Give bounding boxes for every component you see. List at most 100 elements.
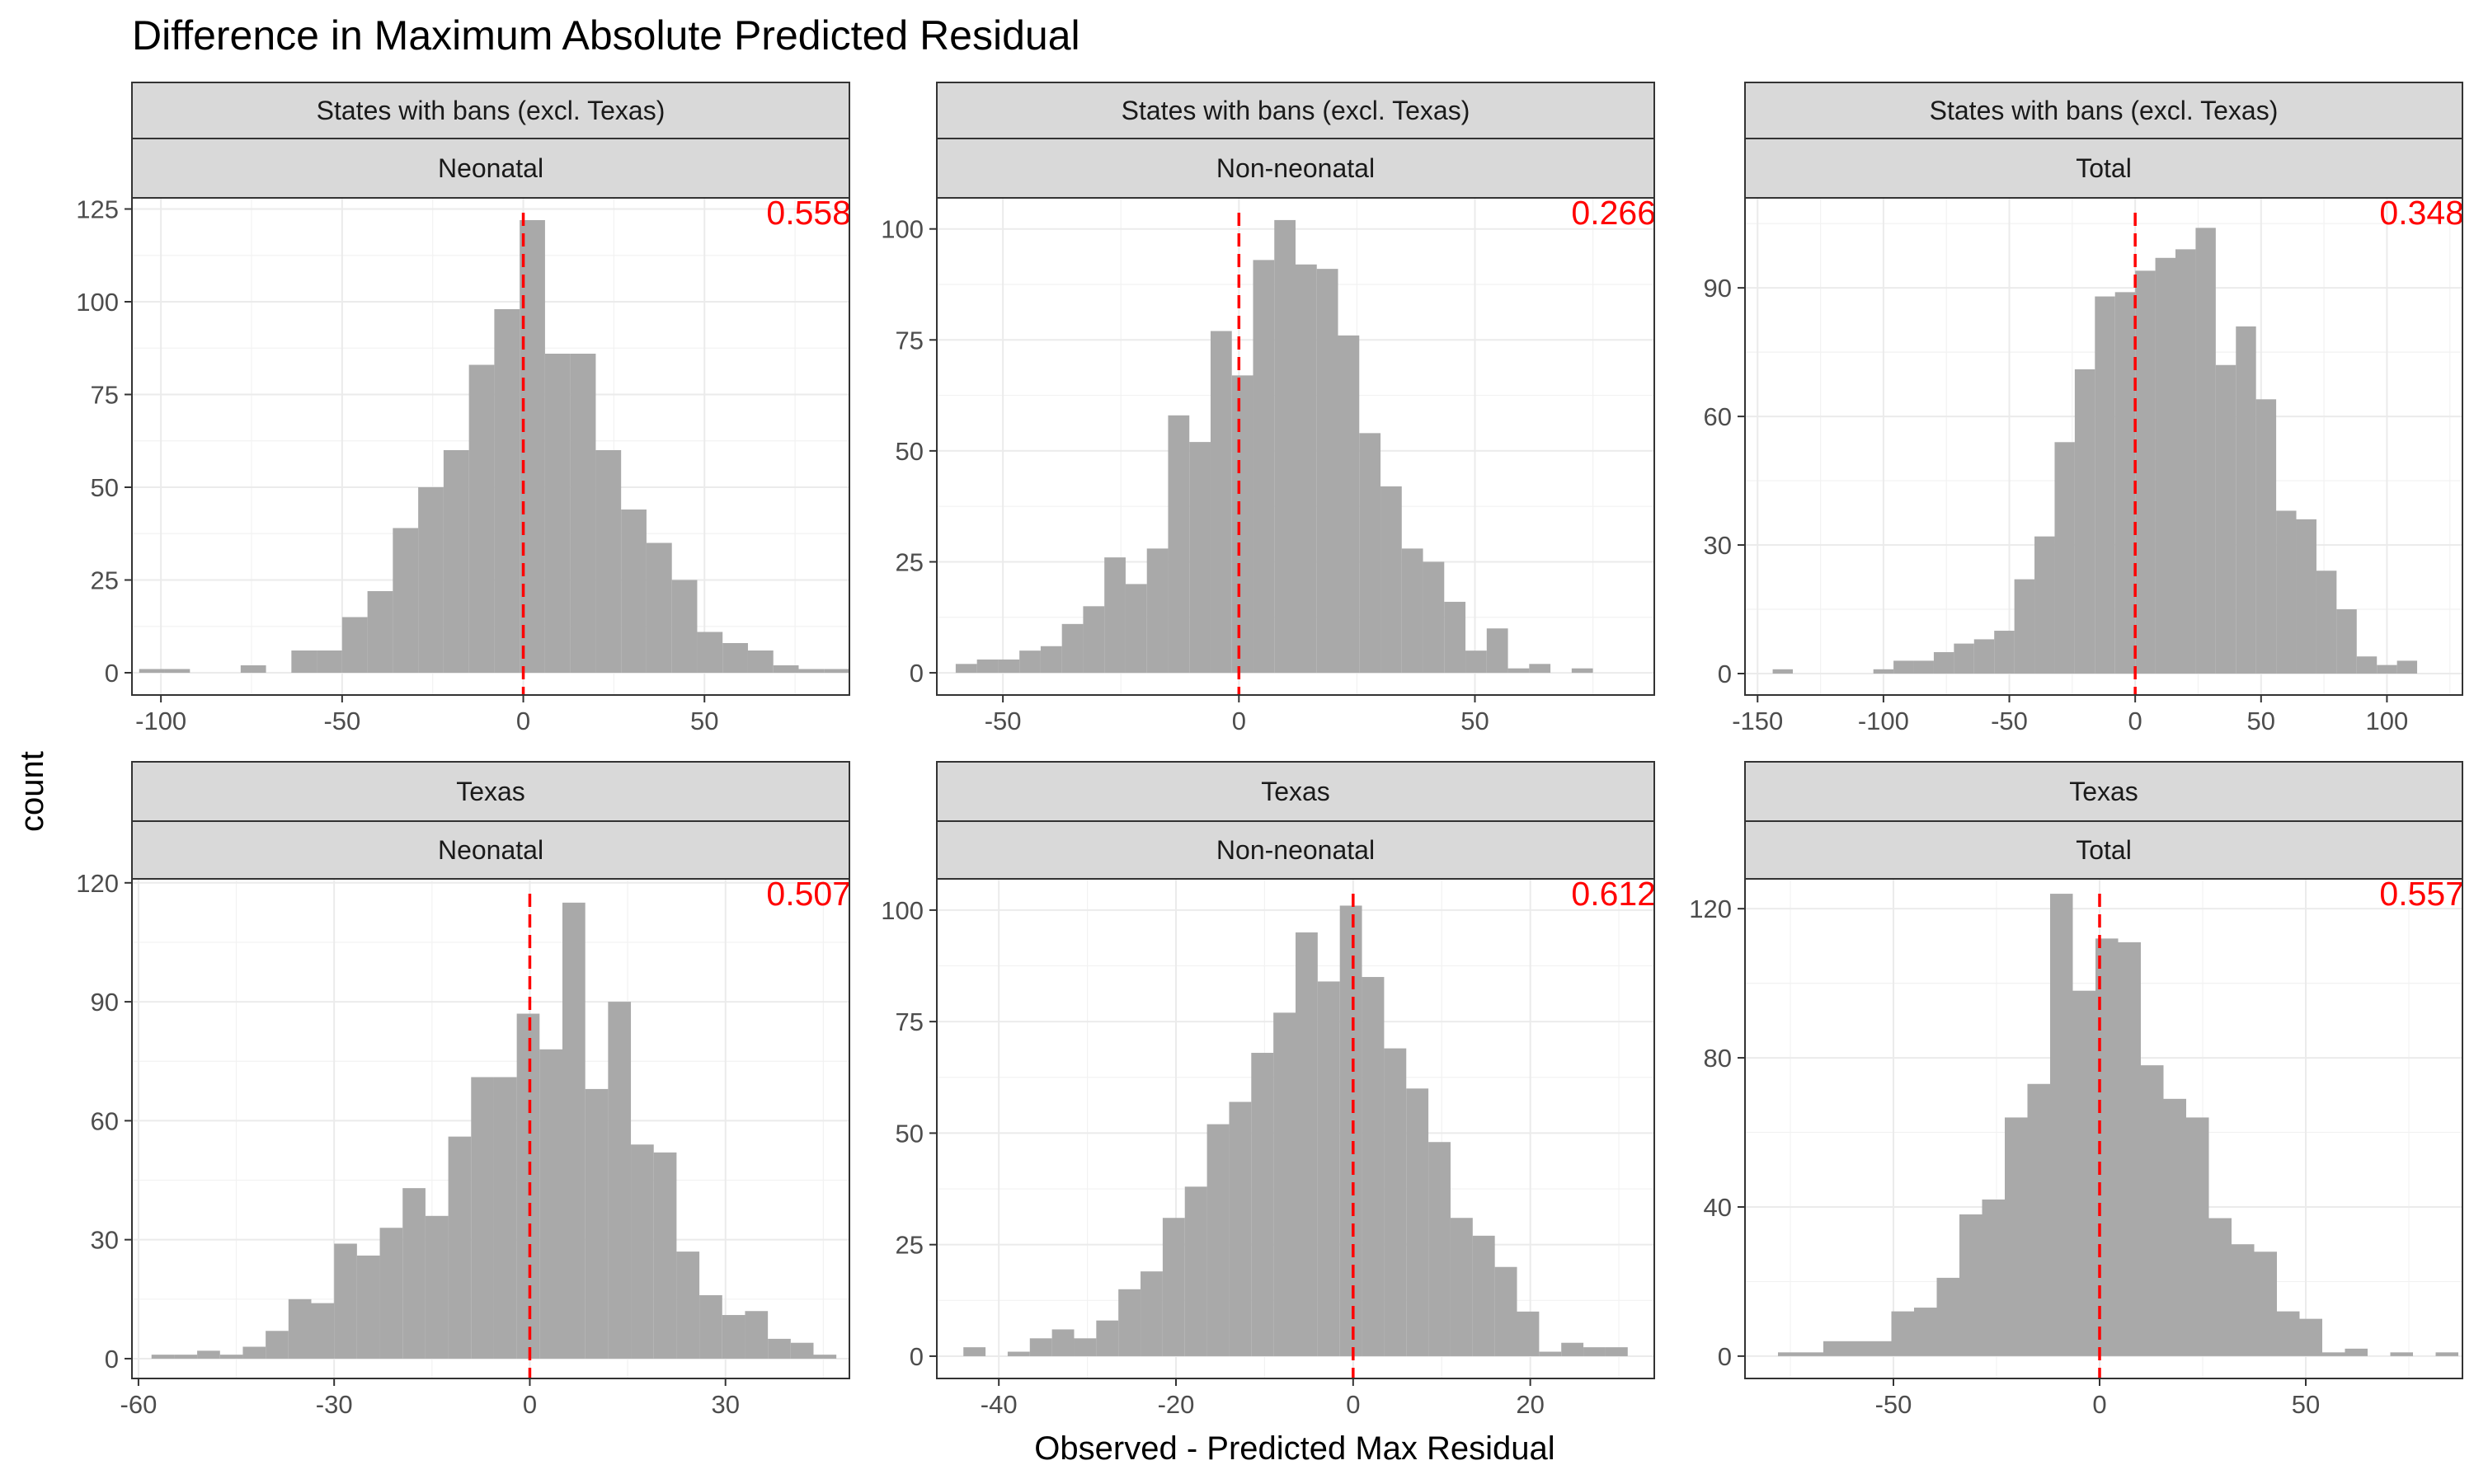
x-tick-label: 50 (1460, 707, 1489, 735)
histogram-bar (790, 1342, 814, 1359)
x-tick-label: -40 (981, 1390, 1018, 1419)
x-tick-label: -50 (323, 707, 360, 735)
histogram-bar (2141, 1065, 2164, 1356)
histogram-bar (311, 1303, 335, 1359)
histogram-bar (1772, 669, 1793, 674)
histogram-bar (266, 1331, 289, 1359)
histogram-bar (2232, 1244, 2255, 1356)
histogram-bar (798, 669, 825, 673)
y-tick-label: 125 (76, 195, 119, 224)
x-tick-label: -150 (1732, 707, 1783, 735)
histogram-bar (2074, 369, 2095, 674)
y-tick-label: 50 (91, 473, 119, 502)
histogram-bar (151, 1355, 175, 1359)
histogram-bar (240, 665, 266, 673)
panel-border (1744, 197, 2463, 696)
y-tick-label: 25 (896, 1231, 924, 1260)
histogram-bar (443, 450, 469, 673)
histogram-bar (1800, 1352, 1823, 1356)
histogram-bar (2027, 1083, 2050, 1356)
strip-group-label: States with bans (excl. Texas) (317, 96, 666, 125)
histogram-bar (1401, 548, 1423, 674)
facet-panels: States with bans (excl. Texas) Neonatal -1… (76, 82, 2464, 1419)
y-tick-label: 0 (105, 1345, 119, 1374)
y-tick-label: 90 (91, 988, 119, 1017)
y-tick-label: 50 (896, 1119, 924, 1148)
panel-6: Texas Total -50 0 50 0 40 80 120 0.557 (1689, 761, 2464, 1419)
panel-3: States with bans (excl. Texas) Total -150 -… (1704, 82, 2464, 735)
chart-title: Difference in Maximum Absolute Predicted… (132, 12, 1080, 59)
histogram-bar (544, 354, 571, 673)
histogram-bar (1539, 1351, 1562, 1356)
histogram-bar (1529, 664, 1551, 674)
strip-outcome-label: Non-neonatal (1216, 835, 1375, 865)
histogram-bar (2175, 249, 2196, 674)
histogram-bar (164, 669, 190, 673)
y-tick-label: 25 (91, 566, 119, 595)
histogram-bar (425, 1215, 449, 1359)
histogram-bar (671, 580, 698, 673)
histogram-bar (1913, 660, 1934, 674)
histogram-bar (468, 364, 495, 673)
histogram-bar (2135, 270, 2156, 674)
x-tick-label: 0 (1232, 707, 1246, 735)
histogram-bar (402, 1188, 426, 1359)
strip-outcome-label: Neonatal (438, 153, 543, 183)
strip-outcome (1744, 138, 2463, 199)
histogram-bar (2336, 609, 2357, 674)
histogram-bar (2316, 571, 2337, 674)
x-tick-label: 20 (1516, 1390, 1544, 1419)
histogram-bar (539, 1049, 562, 1359)
y-tick-label: 25 (896, 547, 924, 576)
x-tick-label: -50 (1991, 707, 2028, 735)
p-value-annotation: 0.558 (766, 194, 851, 232)
histogram-bar (1083, 606, 1105, 674)
y-tick-label: 0 (1718, 1342, 1732, 1371)
x-tick-label: -100 (1858, 707, 1909, 735)
histogram-bar (2072, 990, 2095, 1356)
y-tick-label: 0 (105, 659, 119, 688)
y-tick-label: 75 (91, 381, 119, 410)
y-tick-label: 75 (896, 1007, 924, 1036)
histogram-bar (631, 1144, 654, 1359)
histogram-bar (174, 1355, 198, 1359)
histogram-bar (2435, 1352, 2458, 1356)
histogram-bar (379, 1228, 403, 1359)
strip-outcome-label: Neonatal (438, 835, 543, 865)
histogram-bar (139, 669, 165, 673)
strip-group-label: Texas (456, 777, 525, 806)
x-tick-label: 100 (2366, 707, 2409, 735)
strip-outcome (936, 138, 1655, 199)
histogram-bar (1823, 1341, 1846, 1356)
strip-outcome-label: Non-neonatal (1216, 153, 1375, 183)
histogram-bar (471, 1077, 494, 1359)
panel-border (936, 197, 1655, 696)
histogram-bar (1891, 1311, 1914, 1356)
histogram-bar (1184, 1186, 1207, 1356)
histogram-bar (493, 1077, 517, 1359)
panel-4: Texas Neonatal -60 -30 0 30 0 30 60 90 120 0.507 (76, 761, 851, 1419)
y-tick-label: 120 (76, 869, 119, 898)
p-value-annotation: 0.348 (2379, 194, 2464, 232)
histogram-bar (418, 487, 444, 673)
histogram-bar (2390, 1352, 2413, 1356)
histogram-bar (1994, 631, 2015, 674)
x-tick-label: -100 (135, 707, 186, 735)
histogram-bar (2114, 292, 2136, 674)
x-tick-label: 0 (2092, 1390, 2106, 1419)
x-tick-label: 50 (2292, 1390, 2320, 1419)
histogram-bar (1571, 668, 1593, 674)
histogram-bar (1029, 1338, 1052, 1356)
histogram-bar (448, 1136, 472, 1359)
histogram-bar (595, 450, 622, 673)
histogram-bar (1428, 1142, 1451, 1356)
histogram-bar (1146, 548, 1169, 674)
x-tick-label: 0 (2128, 707, 2142, 735)
histogram-bar (1486, 628, 1508, 674)
histogram-bar (722, 1315, 745, 1359)
strip-group (131, 82, 850, 139)
histogram-bar (1384, 1048, 1407, 1356)
histogram-bar (1450, 1218, 1473, 1356)
histogram-bar (2118, 942, 2141, 1356)
histogram-bar (1231, 375, 1253, 674)
